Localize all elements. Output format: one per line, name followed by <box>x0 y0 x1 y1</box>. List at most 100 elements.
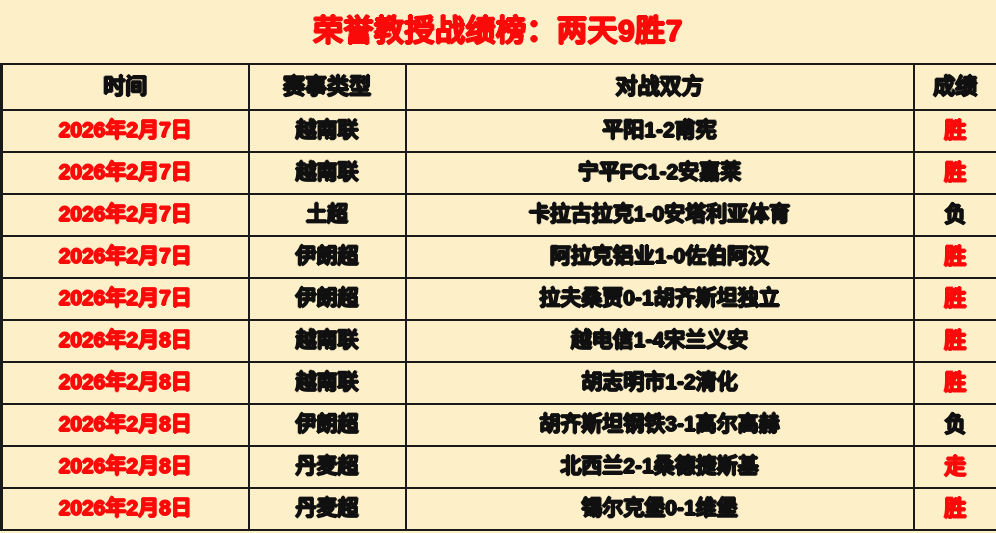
cell-result: 胜 <box>912 278 996 321</box>
cell-date: 2026年2月7日 <box>0 110 250 153</box>
match-league: 伊朗超 <box>295 287 359 310</box>
table-row: 2026年2月7日 土超 卡拉古拉克1-0安塔利亚体育 负 <box>0 194 996 237</box>
cell-result: 胜 <box>912 488 996 531</box>
result-badge: 胜 <box>944 327 967 353</box>
cell-league: 土超 <box>247 194 407 237</box>
cell-teams: 北西兰2-1桑德捷斯基 <box>404 446 915 489</box>
table-row: 2026年2月8日 伊朗超 胡齐斯坦钢铁3-1高尔高赫 负 <box>0 404 996 447</box>
result-badge: 负 <box>944 201 967 227</box>
cell-teams: 卡拉古拉克1-0安塔利亚体育 <box>404 194 915 237</box>
cell-date: 2026年2月7日 <box>0 236 250 279</box>
match-league: 越南联 <box>295 161 359 184</box>
cell-result: 胜 <box>912 152 996 195</box>
cell-league: 越南联 <box>247 110 407 153</box>
cell-league: 越南联 <box>247 152 407 195</box>
cell-date: 2026年2月8日 <box>0 362 250 405</box>
match-league: 伊朗超 <box>295 413 359 436</box>
column-header-league: 赛事类型 <box>247 65 407 111</box>
result-badge: 胜 <box>944 243 967 269</box>
cell-teams: 阿拉克铝业1-0佐伯阿汉 <box>404 236 915 279</box>
result-badge: 胜 <box>944 285 967 311</box>
cell-league: 丹麦超 <box>247 488 407 531</box>
cell-teams: 宁平FC1-2安嘉莱 <box>404 152 915 195</box>
match-date: 2026年2月8日 <box>58 329 192 352</box>
table-row: 2026年2月8日 丹麦超 北西兰2-1桑德捷斯基 走 <box>0 446 996 489</box>
cell-league: 伊朗超 <box>247 236 407 279</box>
table-row: 2026年2月8日 越南联 越电信1-4宋兰义安 胜 <box>0 320 996 363</box>
match-teams-score: 拉夫桑贾0-1胡齐斯坦独立 <box>539 287 780 310</box>
column-header-result-label: 成绩 <box>933 73 978 99</box>
column-header-date-label: 时间 <box>103 73 148 99</box>
result-badge: 胜 <box>944 159 967 185</box>
cell-date: 2026年2月8日 <box>0 488 250 531</box>
table-body: 2026年2月7日 越南联 平阳1-2甫宪胜 2026年2月7日 越南联 宁平FC1-2安… <box>0 110 996 531</box>
match-teams-score: 卡拉古拉克1-0安塔利亚体育 <box>528 203 791 226</box>
result-badge: 负 <box>944 411 967 437</box>
result-badge: 走 <box>944 453 967 479</box>
cell-result: 胜 <box>912 110 996 153</box>
match-teams-score: 锡尔克堡0-1维堡 <box>581 497 738 520</box>
cell-result: 胜 <box>912 362 996 405</box>
match-teams-score: 平阳1-2甫宪 <box>602 119 717 142</box>
cell-teams: 拉夫桑贾0-1胡齐斯坦独立 <box>404 278 915 321</box>
cell-date: 2026年2月7日 <box>0 278 250 321</box>
column-header-result: 成绩 <box>912 65 996 111</box>
cell-league: 伊朗超 <box>247 404 407 447</box>
cell-date: 2026年2月8日 <box>0 320 250 363</box>
cell-result: 负 <box>912 404 996 447</box>
cell-date: 2026年2月7日 <box>0 194 250 237</box>
match-date: 2026年2月7日 <box>58 161 192 184</box>
cell-league: 丹麦超 <box>247 446 407 489</box>
match-date: 2026年2月7日 <box>58 245 192 268</box>
result-badge: 胜 <box>944 369 967 395</box>
result-badge: 胜 <box>944 495 967 521</box>
match-date: 2026年2月7日 <box>58 287 192 310</box>
column-header-date: 时间 <box>0 65 250 111</box>
cell-date: 2026年2月7日 <box>0 152 250 195</box>
match-date: 2026年2月8日 <box>58 413 192 436</box>
cell-teams: 胡志明市1-2清化 <box>404 362 915 405</box>
cell-date: 2026年2月8日 <box>0 446 250 489</box>
match-league: 越南联 <box>295 119 359 142</box>
table-row: 2026年2月7日 伊朗超 拉夫桑贾0-1胡齐斯坦独立 胜 <box>0 278 996 321</box>
cell-league: 越南联 <box>247 320 407 363</box>
match-teams-score: 越电信1-4宋兰义安 <box>570 329 749 352</box>
match-teams-score: 胡志明市1-2清化 <box>581 371 738 394</box>
cell-teams: 锡尔克堡0-1维堡 <box>404 488 915 531</box>
match-date: 2026年2月7日 <box>58 203 192 226</box>
match-date: 2026年2月8日 <box>58 455 192 478</box>
cell-result: 负 <box>912 194 996 237</box>
cell-teams: 越电信1-4宋兰义安 <box>404 320 915 363</box>
cell-league: 伊朗超 <box>247 278 407 321</box>
cell-teams: 平阳1-2甫宪 <box>404 110 915 153</box>
match-league: 丹麦超 <box>295 455 359 478</box>
cell-teams: 胡齐斯坦钢铁3-1高尔高赫 <box>404 404 915 447</box>
match-teams-score: 北西兰2-1桑德捷斯基 <box>560 455 759 478</box>
column-header-teams-label: 对战双方 <box>615 73 704 99</box>
result-badge: 胜 <box>944 117 967 143</box>
table-row: 2026年2月7日 伊朗超 阿拉克铝业1-0佐伯阿汉 胜 <box>0 236 996 279</box>
match-results-table: 时间 赛事类型 对战双方 成绩 2026年2月7日 越南联 平阳1-2甫宪胜 2026… <box>0 65 996 531</box>
match-teams-score: 宁平FC1-2安嘉莱 <box>577 161 742 184</box>
table-row: 2026年2月8日 越南联 胡志明市1-2清化 胜 <box>0 362 996 405</box>
column-header-league-label: 赛事类型 <box>282 73 371 99</box>
match-date: 2026年2月8日 <box>58 371 192 394</box>
match-date: 2026年2月7日 <box>58 119 192 142</box>
page-title: 荣誉教授战绩榜：两天9胜7 <box>313 14 683 48</box>
table-row: 2026年2月8日 丹麦超 锡尔克堡0-1维堡 胜 <box>0 488 996 531</box>
match-league: 伊朗超 <box>295 245 359 268</box>
match-teams-score: 阿拉克铝业1-0佐伯阿汉 <box>549 245 770 268</box>
cell-date: 2026年2月8日 <box>0 404 250 447</box>
match-league: 土超 <box>306 203 348 226</box>
match-teams-score: 胡齐斯坦钢铁3-1高尔高赫 <box>539 413 780 436</box>
cell-result: 走 <box>912 446 996 489</box>
match-league: 越南联 <box>295 329 359 352</box>
match-league: 越南联 <box>295 371 359 394</box>
cell-result: 胜 <box>912 320 996 363</box>
table-row: 2026年2月7日 越南联 宁平FC1-2安嘉莱 胜 <box>0 152 996 195</box>
column-header-teams: 对战双方 <box>404 65 915 111</box>
cell-league: 越南联 <box>247 362 407 405</box>
cell-result: 胜 <box>912 236 996 279</box>
table-row: 2026年2月7日 越南联 平阳1-2甫宪 胜 <box>0 110 996 153</box>
